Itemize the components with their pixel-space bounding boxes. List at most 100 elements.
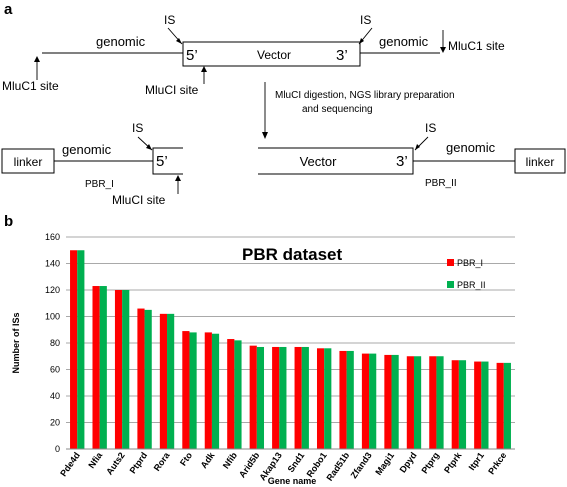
bottom-left-name: PBR_I	[85, 179, 114, 190]
x-tick-label: Zfand3	[349, 450, 374, 480]
top-mluci-center-label: MluCI site	[145, 83, 199, 97]
bottom-right-linker-label: linker	[526, 155, 555, 169]
bar-pbr-ii-adk	[211, 333, 220, 449]
y-tick-label: 60	[50, 365, 60, 375]
x-tick-label: Pde4d	[58, 450, 82, 478]
bar-pbr-ii-prkce	[503, 362, 511, 449]
bar-pbr-i-magi1	[384, 354, 392, 449]
top-mluc1-left-label: MluC1 site	[2, 79, 59, 93]
bar-pbr-ii-pde4d	[77, 250, 85, 449]
top-is-left-label: IS	[164, 13, 175, 27]
top-genomic-right-label: genomic	[379, 34, 429, 49]
y-tick-label: 0	[55, 444, 60, 454]
bottom-left-mluci-label: MluCI site	[112, 193, 166, 207]
x-tick-label: Nfia	[86, 450, 105, 470]
top-mluc1-right-label: MluC1 site	[448, 39, 505, 53]
x-tick-label: Ptprd	[128, 450, 150, 475]
y-tick-label: 40	[50, 391, 60, 401]
x-tick-label: Adk	[199, 450, 218, 470]
panel-a: a 5’ Vector 3’ genomic genomic IS IS Mlu…	[1, 1, 566, 207]
bottom-right-three-prime: 3’	[396, 153, 408, 170]
bar-pbr-ii-itpr1	[481, 361, 489, 449]
top-is-right-arrowhead	[359, 38, 364, 44]
x-tick-label: Auts2	[104, 450, 127, 476]
y-tick-label: 120	[45, 285, 60, 295]
top-vector-label: Vector	[257, 48, 291, 62]
bottom-left-five-prime: 5’	[156, 153, 168, 170]
bottom-left-is-arrowhead	[146, 144, 152, 150]
bar-pbr-i-nfia	[92, 286, 100, 449]
top-mluc1-right-arrowhead	[440, 47, 446, 53]
panel-b-label: b	[4, 213, 13, 230]
bar-pbr-ii-rora	[167, 313, 175, 449]
bar-pbr-i-zfand3	[361, 353, 370, 449]
bar-pbr-i-ptprg	[429, 356, 437, 449]
bar-pbr-ii-fto	[189, 332, 197, 449]
top-mluci-center-arrowhead	[201, 66, 207, 72]
bar-pbr-ii-arid5b	[256, 346, 265, 449]
legend-swatch-pbr-i	[447, 259, 454, 266]
bar-pbr-i-ptprd	[137, 308, 145, 449]
bar-pbr-ii-ptprd	[144, 309, 152, 449]
bar-pbr-i-rad51b	[339, 350, 347, 449]
x-tick-label: Rad51b	[324, 450, 351, 483]
step-text-line1: MluCI digestion, NGS library preparation	[275, 90, 455, 101]
bar-pbr-i-adk	[204, 332, 212, 449]
y-tick-label: 100	[45, 312, 60, 322]
step-text-line2: and sequencing	[302, 104, 373, 115]
bar-pbr-ii-auts2	[122, 290, 130, 449]
bar-pbr-i-ptprk	[451, 360, 459, 449]
bar-pbr-i-snd1	[294, 346, 302, 449]
x-tick-label: Nfib	[221, 450, 240, 470]
bar-pbr-i-nfib	[227, 339, 235, 449]
bar-pbr-ii-ptprk	[458, 360, 467, 449]
y-axis-label: Number of ISs	[11, 312, 21, 373]
bar-pbr-ii-zfand3	[369, 353, 377, 449]
bottom-left-is-label: IS	[132, 121, 143, 135]
legend-swatch-pbr-ii	[447, 281, 454, 288]
bottom-right-is-label: IS	[425, 121, 436, 135]
panel-a-label: a	[4, 1, 13, 18]
step-arrowhead	[262, 132, 268, 139]
bar-pbr-ii-snd1	[301, 346, 309, 449]
bar-pbr-i-pde4d	[70, 250, 78, 449]
x-tick-label: Ptprk	[442, 450, 464, 475]
top-three-prime: 3’	[336, 47, 348, 64]
bar-pbr-i-rora	[159, 313, 168, 449]
top-vector-box	[182, 41, 361, 67]
chart-bars	[70, 250, 511, 449]
bottom-left-genomic-label: genomic	[62, 142, 112, 157]
bar-pbr-i-auts2	[114, 290, 123, 449]
legend: PBR_I PBR_II	[447, 258, 486, 290]
bar-pbr-i-fto	[182, 331, 190, 449]
bar-pbr-i-akap13	[272, 346, 280, 449]
x-tick-label: Itpr1	[467, 450, 486, 472]
bar-pbr-i-prkce	[496, 362, 504, 449]
top-is-left-arrowhead	[176, 38, 182, 44]
y-tick-label: 140	[45, 259, 60, 269]
y-tick-label: 20	[50, 418, 60, 428]
bar-pbr-ii-akap13	[279, 346, 287, 449]
top-genomic-left-label: genomic	[96, 34, 146, 49]
bar-pbr-ii-ptprg	[436, 356, 444, 449]
legend-label-pbr-i: PBR_I	[457, 258, 483, 268]
chart-title: PBR dataset	[242, 245, 342, 264]
y-tick-label: 160	[45, 232, 60, 242]
bar-pbr-i-arid5b	[249, 345, 257, 449]
top-is-right-label: IS	[360, 13, 371, 27]
x-tick-label: Magi1	[373, 450, 396, 477]
bar-pbr-ii-robo1	[324, 348, 332, 449]
bottom-left-vector-stub	[152, 147, 183, 175]
bar-pbr-ii-dpyd	[413, 356, 422, 449]
bottom-left-linker-label: linker	[14, 155, 43, 169]
bar-pbr-i-robo1	[316, 348, 325, 449]
top-mluc1-left-arrowhead	[34, 56, 40, 62]
bottom-right-name: PBR_II	[425, 178, 457, 189]
x-tick-label: Dpyd	[398, 450, 419, 474]
top-five-prime: 5’	[186, 47, 198, 64]
x-tick-label: Rora	[152, 450, 173, 473]
bottom-right-vector-label: Vector	[300, 154, 338, 169]
bar-pbr-ii-nfib	[234, 340, 242, 449]
